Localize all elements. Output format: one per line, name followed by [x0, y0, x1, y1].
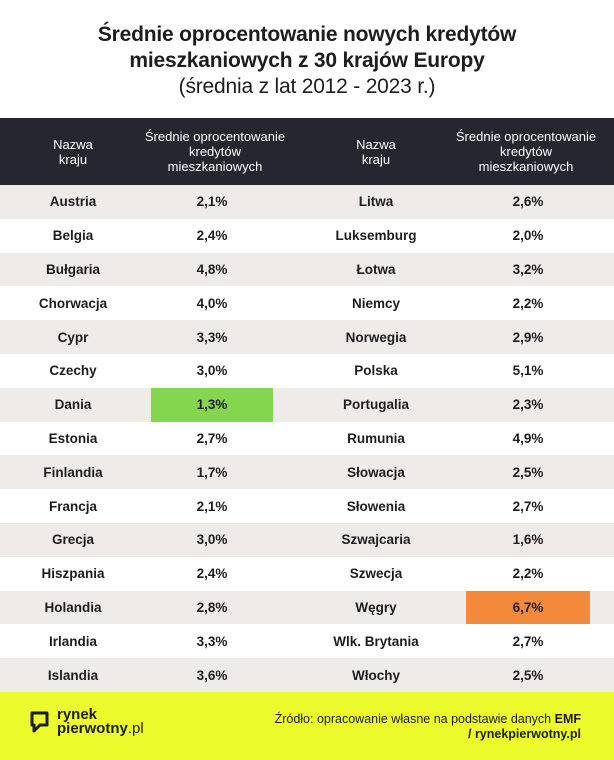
- logo-line-2-rest: .pl: [127, 720, 144, 737]
- chart-title: Średnie oprocentowanie nowych kredytów m…: [0, 22, 614, 100]
- source-note: Źródło: opracowanie własne na podstawie …: [275, 712, 581, 742]
- country-cell: Wlk. Brytania: [333, 633, 419, 649]
- table-row: Grecja 3,0% Szwajcaria 1,6%: [0, 522, 614, 557]
- table-body: Austria 2,1% Litwa 2,6% Belgia 2,4% Luksemburg…: [0, 185, 614, 692]
- table-row: Bułgaria 4,8% Łotwa 3,2%: [0, 252, 614, 287]
- table-row: Francja 2,1% Słowenia 2,7%: [0, 489, 614, 523]
- country-cell: Grecja: [51, 532, 95, 548]
- table-row: Hiszpania 2,4% Szwecja 2,2%: [0, 557, 614, 591]
- country-cell: Islandia: [47, 667, 99, 683]
- logo-line-2-bold: pierwotny: [57, 720, 128, 737]
- table-row: Islandia 3,6% Włochy 2,5%: [0, 658, 614, 692]
- rate-cell: 2,7%: [512, 498, 544, 514]
- rate-cell: 2,4%: [196, 228, 228, 244]
- table-row: Finlandia 1,7% Słowacja 2,5%: [0, 455, 614, 490]
- rate-cell: 2,5%: [512, 464, 544, 480]
- table-row: Estonia 2,7% Rumunia 4,9%: [0, 422, 614, 456]
- country-cell: Węgry: [355, 599, 397, 615]
- table-row: Irlandia 3,3% Wlk. Brytania 2,7%: [0, 624, 614, 658]
- rate-cell: 2,0%: [512, 228, 544, 244]
- country-cell: Belgia: [52, 228, 94, 244]
- country-cell: Czechy: [49, 363, 97, 379]
- title-line-1: Średnie oprocentowanie nowych kredytów: [97, 23, 517, 46]
- header-country-right: Nazwa kraju: [356, 136, 396, 167]
- country-cell: Słowenia: [346, 498, 406, 514]
- country-cell: Włochy: [351, 667, 400, 683]
- rate-cell: 1,3%: [151, 387, 273, 422]
- rate-cell: 3,0%: [196, 363, 228, 379]
- table-header: Nazwa kraju Średnie oprocentowanie kredy…: [0, 118, 614, 185]
- source-text: Źródło: opracowanie własne na podstawie …: [274, 712, 555, 726]
- country-cell: Szwecja: [349, 566, 403, 582]
- header-rate-right: Średnie oprocentowanie kredytów mieszkan…: [455, 129, 597, 174]
- rate-cell: 2,9%: [512, 329, 544, 345]
- country-cell: Finlandia: [43, 464, 103, 480]
- country-cell: Holandia: [44, 599, 102, 615]
- rate-cell: 2,2%: [512, 566, 544, 582]
- rates-table: Nazwa kraju Średnie oprocentowanie kredy…: [0, 118, 614, 692]
- country-cell: Litwa: [358, 194, 394, 210]
- logo-line-1: rynek: [57, 706, 98, 723]
- logo-mark-icon: [30, 711, 49, 733]
- rate-cell: 2,6%: [512, 194, 544, 210]
- rate-cell: 5,1%: [512, 363, 544, 379]
- country-cell: Luksemburg: [335, 228, 417, 244]
- table-row: Czechy 3,0% Polska 5,1%: [0, 354, 614, 388]
- rate-cell: 3,6%: [196, 667, 228, 683]
- country-cell: Słowacja: [347, 464, 405, 480]
- footer: rynek pierwotny.pl Źródło: opracowanie w…: [0, 692, 614, 760]
- source-emf: EMF: [554, 712, 581, 726]
- rate-cell: 2,7%: [196, 430, 228, 446]
- country-cell: Portugalia: [342, 397, 409, 413]
- rate-cell: 3,3%: [196, 329, 228, 345]
- country-cell: Szwajcaria: [341, 532, 411, 548]
- country-cell: Cypr: [57, 329, 89, 345]
- rate-cell: 2,5%: [512, 667, 544, 683]
- header-country-left: Nazwa kraju: [53, 136, 93, 167]
- rate-cell: 6,7%: [466, 590, 590, 625]
- rate-cell: 1,7%: [196, 464, 228, 480]
- table-row: Dania 1,3% Portugalia 2,3%: [0, 387, 614, 422]
- rate-cell: 3,0%: [196, 532, 228, 548]
- table-row: Chorwacja 4,0% Niemcy 2,2%: [0, 286, 614, 320]
- subtitle: (średnia z lat 2012 - 2023 r.): [178, 75, 436, 98]
- rate-cell: 2,8%: [196, 599, 228, 615]
- rate-cell: 1,6%: [512, 532, 544, 548]
- header-rate-left: Średnie oprocentowanie kredytów mieszkan…: [144, 129, 286, 174]
- country-cell: Polska: [354, 363, 398, 379]
- country-cell: Rumunia: [347, 430, 405, 446]
- country-cell: Hiszpania: [41, 566, 105, 582]
- rate-cell: 2,2%: [512, 295, 544, 311]
- rate-cell: 2,1%: [196, 498, 228, 514]
- rate-cell: 2,3%: [512, 397, 544, 413]
- country-cell: Niemcy: [351, 295, 401, 311]
- country-cell: Dania: [54, 397, 92, 413]
- country-cell: Norwegia: [345, 329, 407, 345]
- title-line-2: mieszkaniowych z 30 krajów Europy: [129, 49, 485, 72]
- country-cell: Chorwacja: [38, 295, 108, 311]
- table-row: Holandia 2,8% Węgry 6,7%: [0, 590, 614, 625]
- source-site: / rynekpierwotny.pl: [468, 727, 581, 741]
- rate-cell: 2,1%: [196, 194, 228, 210]
- rate-cell: 3,2%: [512, 261, 544, 277]
- country-cell: Łotwa: [356, 261, 396, 277]
- country-cell: Austria: [49, 194, 97, 210]
- country-cell: Irlandia: [48, 633, 97, 649]
- table-row: Austria 2,1% Litwa 2,6%: [0, 185, 614, 219]
- rate-cell: 4,8%: [196, 261, 228, 277]
- rate-cell: 4,0%: [196, 295, 228, 311]
- country-cell: Estonia: [48, 430, 98, 446]
- rate-cell: 2,4%: [196, 566, 228, 582]
- rate-cell: 3,3%: [196, 633, 228, 649]
- country-cell: Bułgaria: [45, 261, 100, 277]
- table-row: Cypr 3,3% Norwegia 2,9%: [0, 320, 614, 354]
- rate-cell: 2,7%: [512, 633, 544, 649]
- rate-cell: 4,9%: [512, 430, 544, 446]
- brand-logo: rynek pierwotny.pl: [30, 706, 144, 737]
- table-row: Belgia 2,4% Luksemburg 2,0%: [0, 219, 614, 253]
- country-cell: Francja: [48, 498, 98, 514]
